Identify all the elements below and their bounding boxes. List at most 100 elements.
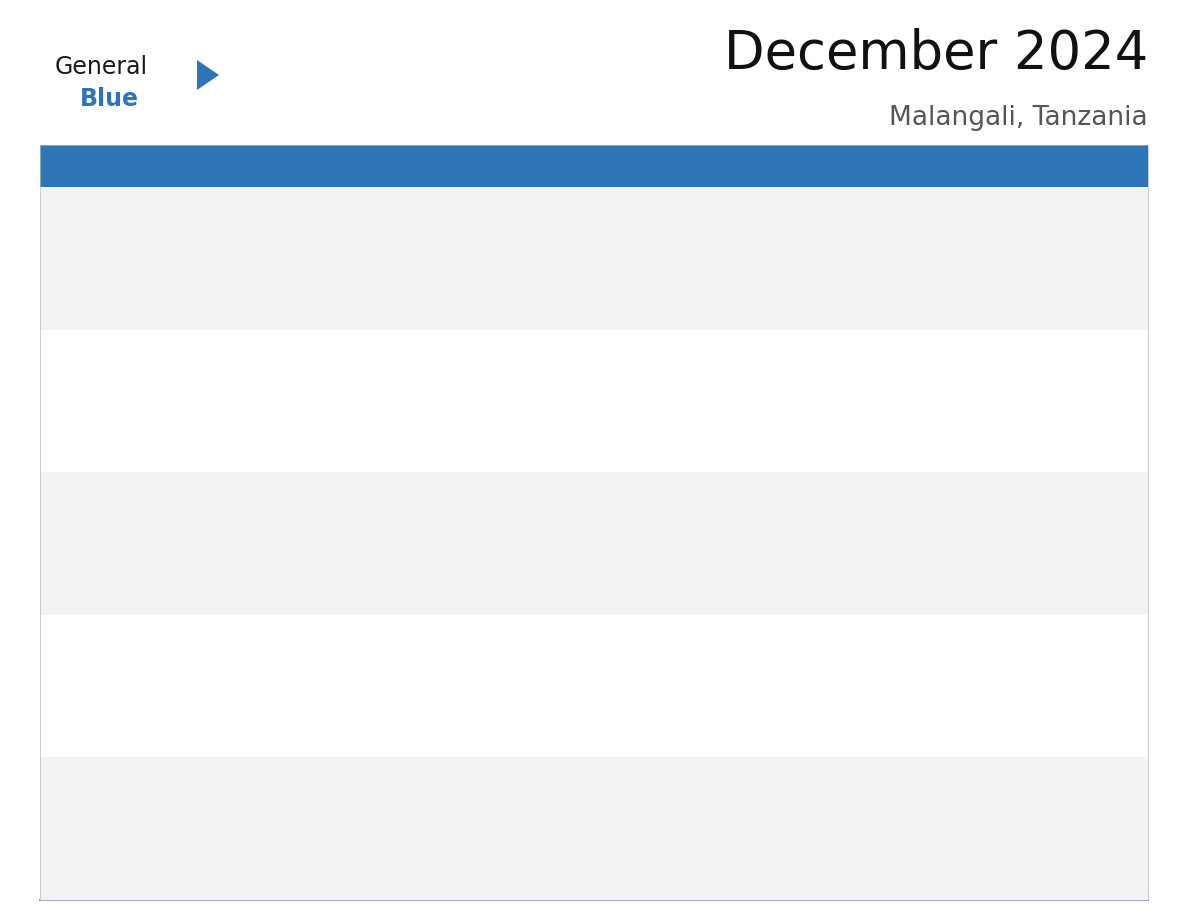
Text: Sunset: 6:58 PM: Sunset: 6:58 PM [207,655,299,666]
Text: Sunset: 7:00 PM: Sunset: 7:00 PM [840,655,933,666]
Text: and 37 minutes.: and 37 minutes. [524,538,617,548]
Text: 7: 7 [999,194,1010,212]
Text: Sunset: 6:55 PM: Sunset: 6:55 PM [366,512,459,522]
Text: Sunrise: 6:14 AM: Sunrise: 6:14 AM [49,358,146,367]
Text: Daylight: 12 hours: Daylight: 12 hours [999,240,1104,250]
Text: 28: 28 [999,621,1020,640]
Text: Daylight: 12 hours: Daylight: 12 hours [366,240,472,250]
Text: and 35 minutes.: and 35 minutes. [207,252,301,263]
Text: Sunset: 6:51 PM: Sunset: 6:51 PM [207,370,299,380]
Text: 10: 10 [366,337,387,354]
Text: Sunset: 6:59 PM: Sunset: 6:59 PM [682,655,775,666]
Text: Daylight: 12 hours: Daylight: 12 hours [366,667,472,677]
Text: Daylight: 12 hours: Daylight: 12 hours [682,240,788,250]
Text: Sunset: 6:50 PM: Sunset: 6:50 PM [999,228,1092,238]
Text: Daylight: 12 hours: Daylight: 12 hours [524,525,630,535]
Text: and 36 minutes.: and 36 minutes. [366,823,459,833]
Text: and 37 minutes.: and 37 minutes. [682,538,775,548]
Text: Sunrise: 6:16 AM: Sunrise: 6:16 AM [999,358,1095,367]
Text: Sunrise: 6:13 AM: Sunrise: 6:13 AM [524,215,621,225]
Text: and 35 minutes.: and 35 minutes. [524,252,617,263]
Text: Sunrise: 6:20 AM: Sunrise: 6:20 AM [999,500,1095,510]
Text: Sunrise: 6:22 AM: Sunrise: 6:22 AM [682,643,779,653]
Text: Sunset: 6:59 PM: Sunset: 6:59 PM [524,655,617,666]
Text: and 36 minutes.: and 36 minutes. [49,395,141,405]
Text: Sunrise: 6:15 AM: Sunrise: 6:15 AM [366,358,462,367]
Text: 17: 17 [366,479,387,498]
Text: Sunset: 6:47 PM: Sunset: 6:47 PM [207,228,299,238]
Text: Sunset: 6:58 PM: Sunset: 6:58 PM [366,655,459,666]
Text: 6: 6 [840,194,852,212]
Text: 5: 5 [682,194,693,212]
Text: Tuesday: Tuesday [367,159,436,174]
Text: Sunset: 6:48 PM: Sunset: 6:48 PM [366,228,457,238]
Text: Monday: Monday [208,159,276,174]
Text: Daylight: 12 hours: Daylight: 12 hours [999,525,1104,535]
Text: Sunset: 6:51 PM: Sunset: 6:51 PM [366,370,459,380]
Text: 22: 22 [49,621,71,640]
Text: Daylight: 12 hours: Daylight: 12 hours [49,525,154,535]
Text: 26: 26 [682,621,704,640]
Text: 25: 25 [524,621,545,640]
Text: Sunrise: 6:12 AM: Sunrise: 6:12 AM [49,215,146,225]
Text: Sunset: 6:53 PM: Sunset: 6:53 PM [999,370,1092,380]
Text: Daylight: 12 hours: Daylight: 12 hours [682,525,788,535]
Text: Sunset: 7:01 PM: Sunset: 7:01 PM [366,798,459,808]
Text: Sunset: 6:53 PM: Sunset: 6:53 PM [840,370,933,380]
Text: Daylight: 12 hours: Daylight: 12 hours [524,667,630,677]
Text: Wednesday: Wednesday [525,159,623,174]
Text: and 37 minutes.: and 37 minutes. [524,680,617,690]
Text: 29: 29 [49,765,71,782]
Text: 1: 1 [49,194,61,212]
Text: 2: 2 [207,194,219,212]
Text: 24: 24 [366,621,387,640]
Text: Sunrise: 6:21 AM: Sunrise: 6:21 AM [366,643,462,653]
Text: Sunrise: 6:17 AM: Sunrise: 6:17 AM [49,500,146,510]
Text: Sunset: 6:55 PM: Sunset: 6:55 PM [524,512,617,522]
Text: Sunrise: 6:24 AM: Sunrise: 6:24 AM [207,786,304,795]
Text: Saturday: Saturday [1000,159,1078,174]
Text: Daylight: 12 hours: Daylight: 12 hours [999,667,1104,677]
Text: Daylight: 12 hours: Daylight: 12 hours [49,667,154,677]
Text: 15: 15 [49,479,71,498]
Text: Daylight: 12 hours: Daylight: 12 hours [840,383,946,393]
Text: 14: 14 [999,337,1020,354]
Text: Sunrise: 6:18 AM: Sunrise: 6:18 AM [524,500,621,510]
Text: Sunset: 6:47 PM: Sunset: 6:47 PM [49,228,141,238]
Text: Thursday: Thursday [683,159,763,174]
Text: and 37 minutes.: and 37 minutes. [682,680,775,690]
Text: Daylight: 12 hours: Daylight: 12 hours [840,667,946,677]
Text: Daylight: 12 hours: Daylight: 12 hours [524,240,630,250]
Text: and 36 minutes.: and 36 minutes. [999,252,1092,263]
Text: Sunrise: 6:13 AM: Sunrise: 6:13 AM [682,215,779,225]
Text: Daylight: 12 hours: Daylight: 12 hours [207,383,312,393]
Text: 18: 18 [524,479,545,498]
Text: Blue: Blue [80,87,139,111]
Text: Daylight: 12 hours: Daylight: 12 hours [207,240,312,250]
Text: General: General [55,55,148,79]
Text: Daylight: 12 hours: Daylight: 12 hours [999,383,1104,393]
Text: 27: 27 [840,621,862,640]
Text: Sunset: 6:56 PM: Sunset: 6:56 PM [840,512,933,522]
Text: and 37 minutes.: and 37 minutes. [840,538,934,548]
Text: Daylight: 12 hours: Daylight: 12 hours [49,383,154,393]
Text: Sunset: 7:00 PM: Sunset: 7:00 PM [999,655,1092,666]
Text: Sunset: 6:57 PM: Sunset: 6:57 PM [49,655,141,666]
Text: Sunrise: 6:13 AM: Sunrise: 6:13 AM [840,215,937,225]
Text: and 37 minutes.: and 37 minutes. [49,680,141,690]
Text: Sunrise: 6:25 AM: Sunrise: 6:25 AM [366,786,462,795]
Text: Sunset: 7:01 PM: Sunset: 7:01 PM [207,798,299,808]
Text: Sunset: 6:52 PM: Sunset: 6:52 PM [524,370,617,380]
Text: 23: 23 [207,621,229,640]
Text: and 36 minutes.: and 36 minutes. [207,823,301,833]
Text: Sunrise: 6:20 AM: Sunrise: 6:20 AM [49,643,146,653]
Text: Daylight: 12 hours: Daylight: 12 hours [524,383,630,393]
Text: Daylight: 12 hours: Daylight: 12 hours [49,811,154,821]
Text: Sunrise: 6:12 AM: Sunrise: 6:12 AM [366,215,462,225]
Text: 4: 4 [524,194,535,212]
Text: Sunset: 7:01 PM: Sunset: 7:01 PM [49,798,141,808]
Text: Sunset: 6:48 PM: Sunset: 6:48 PM [524,228,617,238]
Text: 3: 3 [366,194,377,212]
Text: Sunrise: 6:13 AM: Sunrise: 6:13 AM [999,215,1095,225]
Text: Daylight: 12 hours: Daylight: 12 hours [840,240,946,250]
